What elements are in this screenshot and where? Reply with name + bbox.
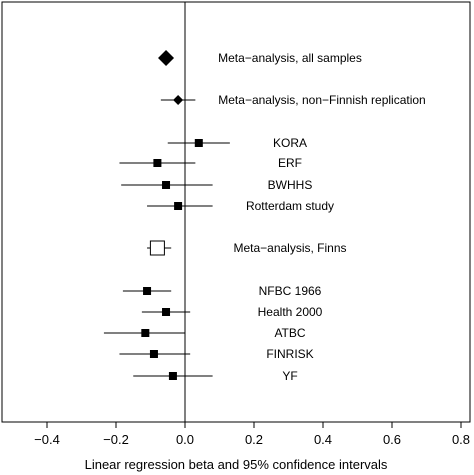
- x-axis-label: Linear regression beta and 95% confidenc…: [85, 457, 388, 472]
- x-tick-label: 0.6: [383, 432, 401, 447]
- point-estimate-diamond: [158, 50, 175, 66]
- row-2: KORA: [167, 136, 307, 150]
- point-estimate-square: [162, 308, 171, 316]
- row-8: Health 2000: [141, 305, 323, 319]
- row-label: NFBC 1966: [259, 284, 322, 298]
- row-label: Meta−analysis, Finns: [233, 241, 346, 255]
- x-axis: −0.4 −0.2 0.0 0.2 0.4 0.6 0.8: [34, 422, 470, 447]
- row-5: Rotterdam study: [147, 199, 334, 213]
- point-estimate-diamond: [173, 95, 184, 105]
- row-label: Meta−analysis, non−Finnish replication: [218, 93, 425, 107]
- row-label: Health 2000: [258, 305, 323, 319]
- row-3: ERF: [119, 156, 302, 170]
- row-11: YF: [133, 369, 298, 383]
- point-estimate-open-square: [149, 240, 165, 256]
- point-estimate-square: [153, 159, 162, 167]
- row-label: BWHHS: [268, 178, 313, 192]
- row-label: FINRISK: [266, 347, 313, 361]
- row-label: YF: [282, 369, 297, 383]
- x-tick-label: −0.2: [103, 432, 129, 447]
- row-10: FINRISK: [119, 347, 314, 361]
- row-4: BWHHS: [121, 178, 312, 192]
- point-estimate-square: [149, 350, 158, 358]
- row-label: KORA: [273, 136, 307, 150]
- point-estimate-square: [168, 372, 177, 380]
- row-label: Rotterdam study: [246, 199, 334, 213]
- row-7: NFBC 1966: [122, 284, 322, 298]
- x-tick-label: 0.0: [176, 432, 194, 447]
- x-tick-label: 0.8: [452, 432, 470, 447]
- row-label: ERF: [278, 156, 302, 170]
- point-estimate-square: [162, 181, 171, 189]
- row-0: Meta−analysis, all samples: [158, 50, 362, 66]
- rows-layer: Meta−analysis, all samples Meta−analysis,…: [103, 50, 426, 383]
- point-estimate-square: [143, 287, 152, 295]
- point-estimate-square: [141, 329, 150, 337]
- x-tick-label: −0.4: [34, 432, 60, 447]
- row-label: Meta−analysis, all samples: [218, 51, 362, 65]
- row-9: ATBC: [103, 326, 306, 340]
- point-estimate-square: [174, 202, 183, 210]
- row-1: Meta−analysis, non−Finnish replication: [160, 93, 426, 107]
- row-label: ATBC: [274, 326, 305, 340]
- x-tick-label: 0.2: [245, 432, 263, 447]
- row-6: Meta−analysis, Finns: [147, 240, 347, 256]
- plot-frame: [1, 1, 471, 423]
- point-estimate-square: [194, 139, 203, 147]
- x-tick-label: 0.4: [314, 432, 332, 447]
